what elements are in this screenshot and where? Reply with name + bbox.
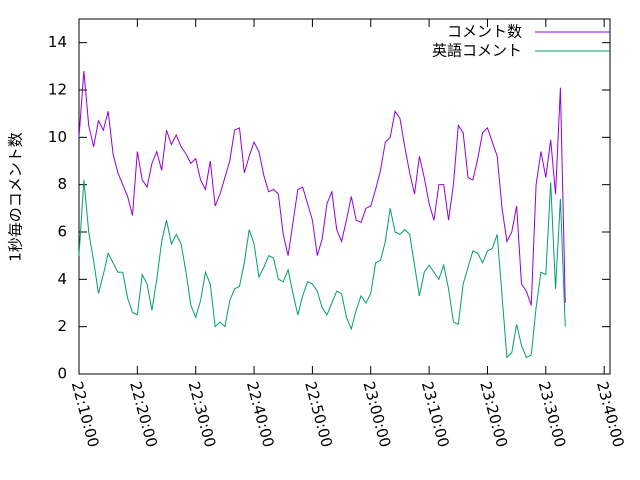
series-line: [78, 71, 566, 306]
y-tick-label: 14: [48, 33, 67, 51]
series-line: [78, 179, 566, 359]
y-tick-label: 4: [57, 270, 67, 288]
y-tick-label: 6: [57, 223, 67, 241]
y-tick-label: 10: [48, 128, 67, 146]
y-axis-label: 1秒毎のコメント数: [7, 132, 25, 262]
y-tick-label: 8: [57, 175, 67, 193]
y-tick-label: 12: [48, 81, 67, 99]
legend-label: コメント数: [447, 23, 522, 41]
y-tick-label: 2: [57, 317, 67, 335]
plot-border: [78, 18, 611, 375]
y-tick-label: 0: [57, 365, 67, 383]
legend-label: 英語コメント: [432, 42, 522, 60]
